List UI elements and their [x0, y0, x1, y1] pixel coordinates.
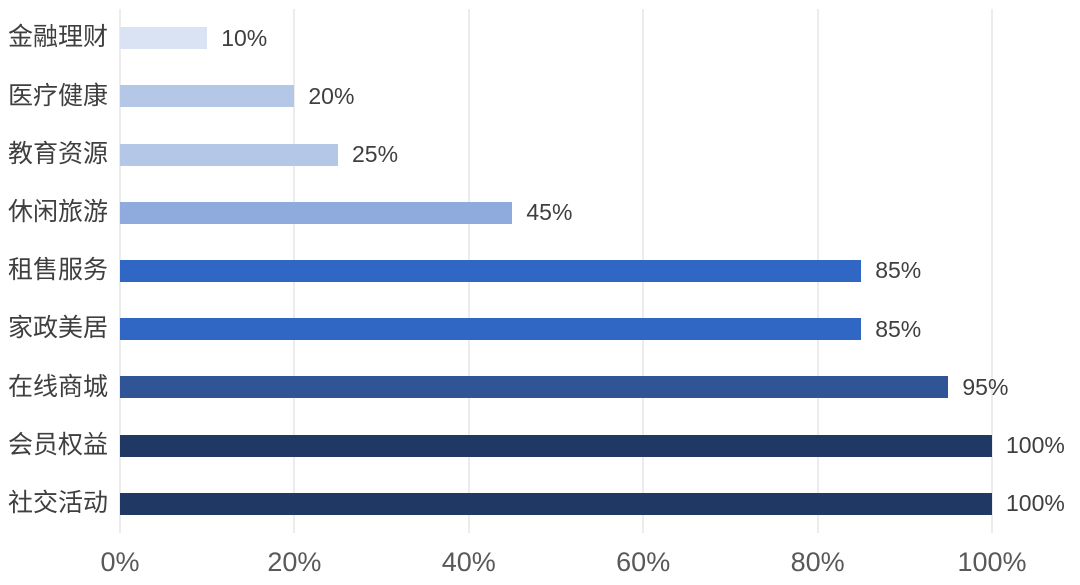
value-label: 10% [221, 24, 268, 51]
x-axis-tick-label: 100% [957, 547, 1027, 577]
x-axis: 0% 20% 40% 60% 80% 100% [100, 545, 1026, 579]
x-axis-tick-label: 40% [441, 547, 496, 577]
bar [120, 376, 949, 399]
category-label: 教育资源 [8, 139, 109, 168]
x-axis-tick-label: 20% [267, 547, 322, 577]
chart-row: 休闲旅游 45% [8, 184, 992, 242]
plot-area: 金融理财 10% 医疗健康 20% 教育资源 25% 休闲旅游 45% 租售服务… [8, 9, 1065, 533]
x-axis-tick-label: 60% [616, 547, 671, 577]
category-label: 家政美居 [8, 314, 109, 343]
bar [120, 201, 513, 224]
category-label: 会员权益 [8, 430, 109, 459]
category-label: 社交活动 [8, 489, 109, 518]
value-label: 45% [526, 199, 573, 226]
category-label: 金融理财 [8, 23, 109, 52]
value-label: 25% [352, 141, 399, 168]
chart-row: 租售服务 85% [8, 242, 992, 300]
value-label: 100% [1006, 432, 1065, 459]
category-label: 休闲旅游 [8, 198, 109, 227]
value-label: 95% [962, 373, 1009, 400]
x-axis-tick-label: 0% [100, 547, 140, 577]
bar-rows: 金融理财 10% 医疗健康 20% 教育资源 25% 休闲旅游 45% 租售服务… [8, 9, 1065, 533]
vertical-gridline [991, 9, 993, 533]
chart-row: 会员权益 100% [8, 417, 1065, 475]
chart-row: 社交活动 100% [8, 475, 1065, 533]
bar [120, 434, 992, 457]
x-axis-tick-label: 80% [790, 547, 845, 577]
value-label: 85% [875, 257, 922, 284]
bar [120, 259, 862, 282]
chart-row: 金融理财 10% [8, 9, 992, 67]
category-label: 租售服务 [8, 256, 109, 285]
value-label: 20% [308, 82, 355, 109]
chart-row: 在线商城 95% [8, 358, 1008, 416]
value-label: 85% [875, 315, 922, 342]
bar [120, 85, 295, 108]
bar [120, 318, 862, 341]
chart-row: 医疗健康 20% [8, 67, 992, 125]
chart-row: 教育资源 25% [8, 125, 992, 183]
category-label: 在线商城 [8, 372, 109, 401]
bar [120, 492, 992, 515]
bar [120, 27, 208, 50]
chart-row: 家政美居 85% [8, 300, 992, 358]
category-label: 医疗健康 [8, 81, 109, 110]
value-label: 100% [1006, 490, 1065, 517]
bar [120, 143, 338, 166]
